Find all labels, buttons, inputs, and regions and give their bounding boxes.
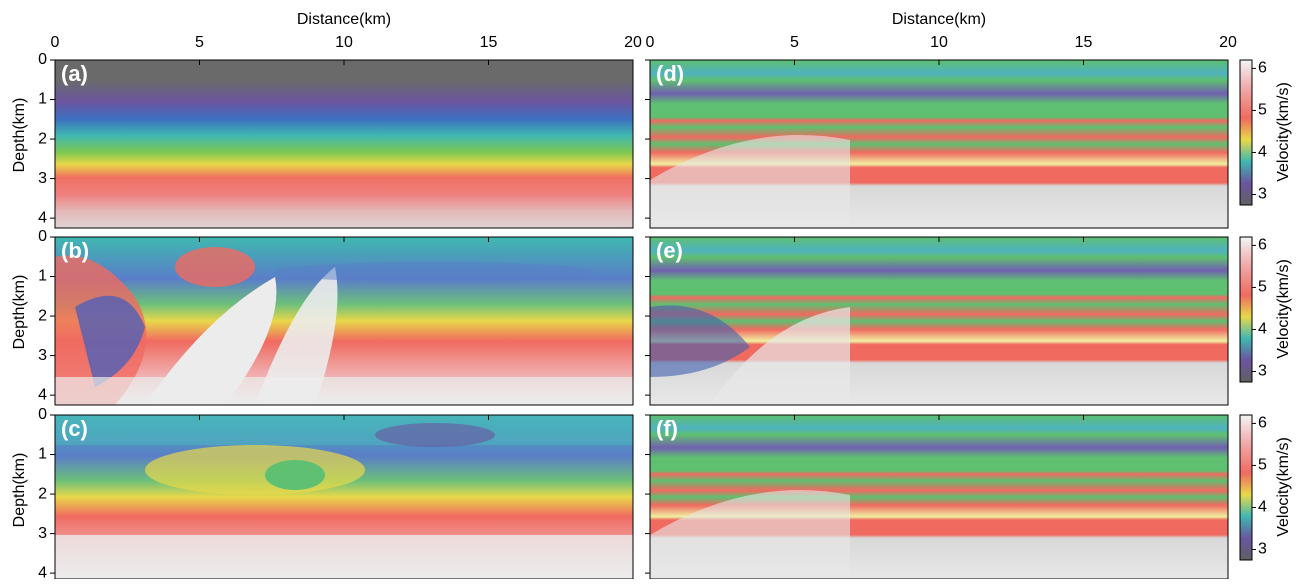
colorbar-tick-label: 5 bbox=[1258, 457, 1267, 474]
y-tick-label: 4 bbox=[38, 386, 47, 403]
colorbar bbox=[1239, 59, 1253, 206]
x-axis-title: Distance(km) bbox=[892, 11, 986, 28]
y-tick-label: 4 bbox=[38, 564, 47, 579]
y-tick-label: 4 bbox=[38, 209, 47, 226]
x-axis-title: Distance(km) bbox=[297, 11, 391, 28]
panel-images bbox=[55, 60, 1228, 579]
panel-frame bbox=[649, 59, 1229, 229]
velocity-image bbox=[55, 415, 633, 579]
panel-label: (f) bbox=[656, 416, 678, 441]
y-axis-title: Depth(km) bbox=[11, 275, 28, 350]
y-tick-label: 3 bbox=[38, 170, 47, 187]
panel-label: (c) bbox=[61, 416, 88, 441]
y-tick-label: 1 bbox=[38, 446, 47, 463]
y-tick-label: 2 bbox=[38, 307, 47, 324]
x-tick-label: 15 bbox=[1075, 34, 1093, 51]
y-tick-label: 3 bbox=[38, 347, 47, 364]
x-tick-label: 0 bbox=[51, 34, 60, 51]
y-tick-label: 0 bbox=[38, 406, 47, 423]
colorbar-tick-label: 5 bbox=[1258, 279, 1267, 296]
velocity-image bbox=[650, 60, 1228, 228]
velocity-image bbox=[55, 237, 633, 405]
x-tick-label: 10 bbox=[335, 34, 353, 51]
colorbar-tick-label: 3 bbox=[1258, 186, 1267, 203]
x-tick-label: 20 bbox=[624, 34, 642, 51]
colorbar-tick-label: 4 bbox=[1258, 499, 1267, 516]
y-tick-label: 2 bbox=[38, 130, 47, 147]
velocity-image bbox=[650, 237, 1228, 405]
colorbar-tick-label: 6 bbox=[1258, 415, 1267, 432]
y-tick-label: 2 bbox=[38, 485, 47, 502]
x-tick-label: 15 bbox=[480, 34, 498, 51]
velocity-image bbox=[650, 415, 1228, 579]
panel-frame bbox=[649, 236, 1229, 406]
colorbar bbox=[1239, 236, 1253, 383]
velocity-image bbox=[55, 60, 633, 228]
panel-label: (a) bbox=[61, 61, 88, 86]
y-tick-label: 0 bbox=[38, 228, 47, 245]
y-tick-label: 0 bbox=[38, 51, 47, 68]
panel-label: (e) bbox=[656, 238, 683, 263]
colorbar-tick-label: 6 bbox=[1258, 237, 1267, 254]
y-tick-label: 1 bbox=[38, 91, 47, 108]
y-axis-title: Depth(km) bbox=[11, 98, 28, 173]
colorbar-tick-label: 4 bbox=[1258, 144, 1267, 161]
colorbar-title: Velocity(km/s) bbox=[1275, 82, 1292, 182]
colorbar-tick-label: 3 bbox=[1258, 363, 1267, 380]
y-tick-label: 1 bbox=[38, 268, 47, 285]
colorbar-tick-label: 5 bbox=[1258, 102, 1267, 119]
panel-frame bbox=[54, 236, 634, 406]
colorbar-tick-label: 4 bbox=[1258, 321, 1267, 338]
panel-frame bbox=[54, 59, 634, 229]
panel-label: (b) bbox=[61, 238, 89, 263]
colorbar-title: Velocity(km/s) bbox=[1275, 259, 1292, 359]
x-tick-label: 20 bbox=[1219, 34, 1237, 51]
colorbar-tick-label: 3 bbox=[1258, 541, 1267, 558]
colorbar bbox=[1239, 414, 1253, 561]
x-tick-label: 10 bbox=[930, 34, 948, 51]
colorbar-tick-label: 6 bbox=[1258, 60, 1267, 77]
y-tick-label: 3 bbox=[38, 525, 47, 542]
x-tick-label: 5 bbox=[790, 34, 799, 51]
x-tick-label: 5 bbox=[195, 34, 204, 51]
x-tick-label: 0 bbox=[646, 34, 655, 51]
colorbar-title: Velocity(km/s) bbox=[1275, 437, 1292, 537]
y-axis-title: Depth(km) bbox=[11, 453, 28, 528]
panel-label: (d) bbox=[656, 61, 684, 86]
